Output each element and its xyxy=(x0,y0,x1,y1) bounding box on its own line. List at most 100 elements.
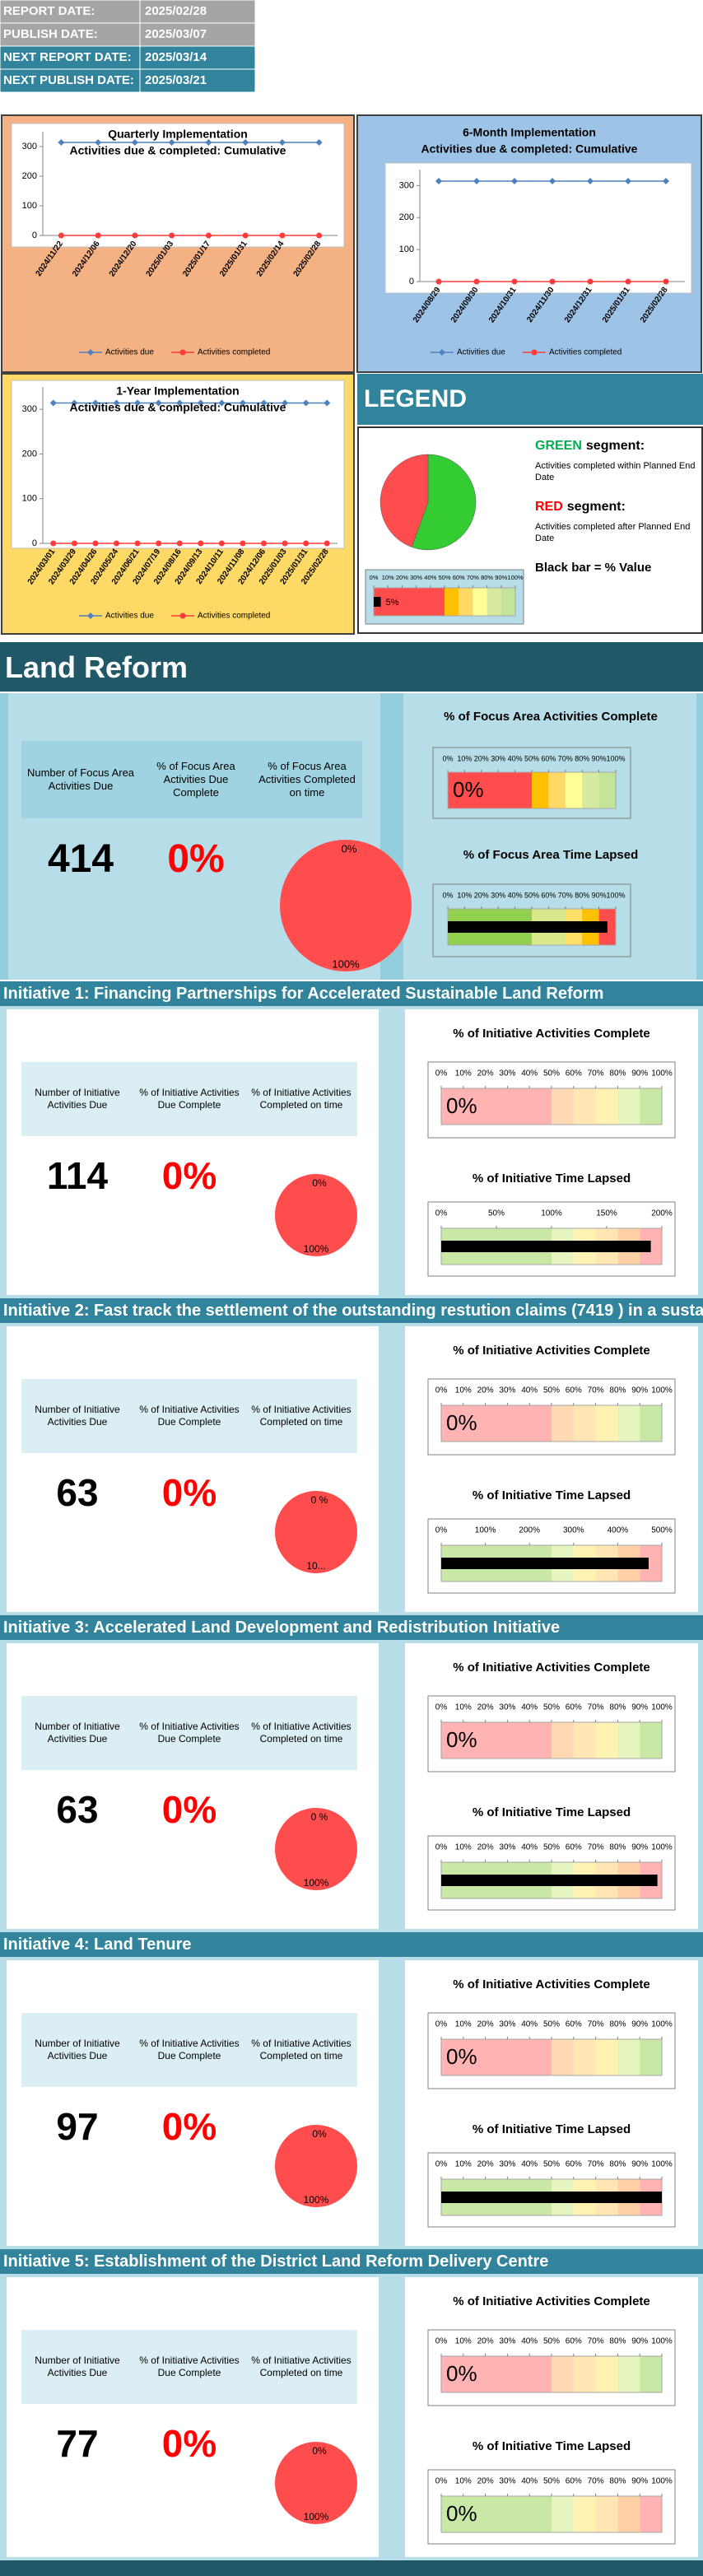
gauge-tick-label: 40% xyxy=(424,574,436,581)
pie-label: 0% xyxy=(312,2128,327,2140)
gauge-tick-label: 90% xyxy=(592,891,607,899)
gauge-tick-label: 50% xyxy=(543,1843,560,1852)
gauge-tick-label: 60% xyxy=(566,2020,582,2029)
gauge-tick-label: 300% xyxy=(563,1526,584,1535)
series-marker xyxy=(242,232,249,239)
kpi-complete: 0% xyxy=(161,1471,217,1515)
legend-marker xyxy=(179,613,186,619)
gauge-tick-label: 10% xyxy=(455,2477,472,2486)
gauge-title: % of Initiative Time Lapsed xyxy=(472,2122,631,2136)
gauge-value-label: 0% xyxy=(446,1410,477,1435)
gauge-tick-label: 0% xyxy=(442,754,453,762)
kpi-label: Number of Focus Area Activities Due xyxy=(26,766,135,792)
series-marker xyxy=(587,278,594,285)
series-marker xyxy=(549,278,556,285)
gauge-tick-label: 50% xyxy=(524,891,539,899)
gauge-tick-label: 80% xyxy=(609,2337,626,2346)
gauge-tick-label: 50% xyxy=(543,2020,560,2029)
gauge-title: % of Initiative Activities Complete xyxy=(453,1343,650,1358)
gauge-tick-label: 10% xyxy=(455,1703,472,1712)
gauge-band xyxy=(552,2496,574,2532)
series-marker xyxy=(49,399,57,407)
pie-label: 100% xyxy=(332,957,360,970)
kpi-label: % of Initiative Activities Completed on … xyxy=(251,2355,352,2378)
header-label: NEXT REPORT DATE: xyxy=(3,49,132,64)
series-marker xyxy=(58,138,65,146)
gauge-tick-label: 0% xyxy=(435,1526,448,1535)
pie-slice xyxy=(280,840,412,971)
pie-slice xyxy=(275,2125,357,2207)
gauge-tick-label: 30% xyxy=(499,1843,515,1852)
gauge-tick-label: 20% xyxy=(477,2160,494,2169)
gauge-tick-label: 100% xyxy=(651,2477,673,2486)
gauge-band xyxy=(500,588,515,616)
gauge-tick-label: 10% xyxy=(455,1843,472,1852)
series-marker xyxy=(131,138,138,146)
gauge-value-bar xyxy=(441,1241,651,1252)
gauge-tick-label: 0% xyxy=(435,1209,448,1218)
series-marker xyxy=(205,232,212,239)
header-value: 2025/03/07 xyxy=(145,26,207,41)
gauge-tick-label: 150% xyxy=(596,1209,617,1218)
series-marker xyxy=(315,138,323,146)
kpi-label: % of Initiative Activities Due Complete xyxy=(139,1404,240,1428)
series-marker xyxy=(242,138,249,146)
gauge-tick-label: 20% xyxy=(396,574,408,581)
plot-area xyxy=(384,162,692,294)
kpi-label: % of Focus Area Activities Completed on … xyxy=(258,759,356,799)
kpi-count: 97 xyxy=(56,2105,99,2149)
gauge-tick-label: 100% xyxy=(507,574,524,581)
gauge-tick-label: 90% xyxy=(631,1069,648,1078)
gauge-tick-label: 70% xyxy=(588,2160,604,2169)
header-label: NEXT PUBLISH DATE: xyxy=(3,72,134,87)
gauge-tick-label: 90% xyxy=(631,2477,648,2486)
header-cell xyxy=(139,22,256,47)
series-marker xyxy=(511,177,518,184)
gauge-band xyxy=(552,2356,574,2392)
kpi-count: 114 xyxy=(46,1154,109,1198)
series-marker xyxy=(625,278,631,285)
gauge-tick-label: 50% xyxy=(438,574,450,581)
gauge-band xyxy=(552,2039,574,2075)
pie-label: 100% xyxy=(304,1877,329,1889)
gauge-tick-label: 40% xyxy=(508,754,523,762)
pie-label: 0 % xyxy=(311,1811,328,1823)
gauge-tick-label: 90% xyxy=(631,2337,648,2346)
legend-header xyxy=(357,374,703,425)
gauge-tick-label: 10% xyxy=(457,891,472,899)
kpi-label: % of Initiative Activities Completed on … xyxy=(251,1087,352,1111)
gauge-title: % of Initiative Activities Complete xyxy=(453,2294,650,2308)
gauge-tick-label: 70% xyxy=(588,1386,604,1395)
gauge-tick-label: 50% xyxy=(543,1386,560,1395)
series-marker xyxy=(71,399,78,407)
legend-marker xyxy=(87,349,94,356)
gauge-tick-label: 20% xyxy=(477,1069,494,1078)
gauge-tick-label: 70% xyxy=(558,754,573,762)
series-marker xyxy=(50,540,57,547)
gauge-band xyxy=(441,2356,552,2392)
gauge-tick-label: 100% xyxy=(651,2020,673,2029)
gauge-tick-label: 30% xyxy=(491,754,505,762)
legend-segment-rest: segment: xyxy=(585,439,645,453)
y-tick-label: 0 xyxy=(409,277,414,286)
series-marker xyxy=(324,399,331,407)
gauge-tick-label: 20% xyxy=(474,891,489,899)
gauge-value-bar xyxy=(441,1558,649,1569)
gauge-tick-label: 90% xyxy=(631,1386,648,1395)
gauge-value-bar xyxy=(441,2192,662,2203)
gauge-band xyxy=(473,588,487,616)
gauge-tick-label: 40% xyxy=(521,2337,538,2346)
gauge-tick-label: 70% xyxy=(558,891,573,899)
legend-marker xyxy=(179,349,186,356)
gauge-band xyxy=(617,1722,640,1758)
kpi-label: % of Initiative Activities Due Complete xyxy=(139,1087,240,1111)
pie-label: 100% xyxy=(304,2194,329,2206)
gauge-tick-label: 60% xyxy=(566,2337,582,2346)
header-cell xyxy=(139,68,256,93)
section-header xyxy=(0,642,703,692)
gauge-tick-label: 40% xyxy=(521,2160,538,2169)
gauge-tick-label: 0% xyxy=(435,2477,448,2486)
gauge-tick-label: 100% xyxy=(651,1069,673,1078)
gauge-tick-label: 40% xyxy=(521,1069,538,1078)
series-marker xyxy=(511,278,518,285)
